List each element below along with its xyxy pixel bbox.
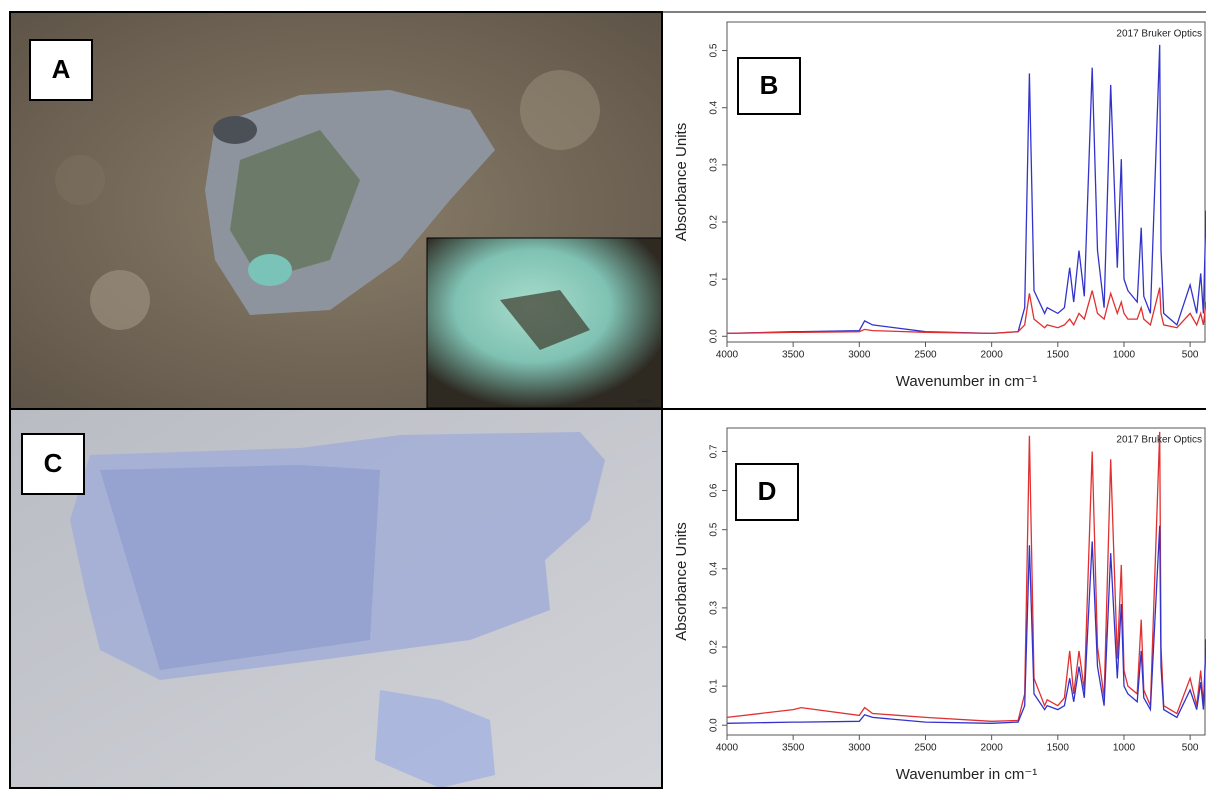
x-tick-label: 1500 [1047,743,1070,754]
y-tick-label: 0.2 [709,215,720,229]
y-axis-label: Absorbance Units [673,123,690,241]
scale-bar-label: 500µm [637,398,652,404]
x-tick-label: 1500 [1047,350,1070,361]
spectrum-line [726,525,1206,724]
x-tick-label: 500 [1182,350,1199,361]
panel-letter: A [52,54,71,84]
label-c: C [21,433,85,495]
y-tick-label: 0.3 [709,157,720,171]
x-tick-label: 3500 [782,350,805,361]
x-tick-label: 500 [1182,743,1199,754]
x-tick-label: 4000 [716,350,739,361]
plot-frame [726,21,1206,343]
y-tick-label: 0.4 [709,561,720,575]
plot-lines [726,44,1206,335]
y-axis-label: Absorbance Units [673,522,690,640]
y-tick-label: 0.0 [709,329,720,343]
x-tick-label: 3000 [848,743,871,754]
y-tick-label: 0.2 [709,640,720,654]
x-tick-label: 2500 [914,350,937,361]
y-tick-label: 0.7 [709,444,720,458]
plot-frame [726,427,1206,736]
photo-a-inset: 500µm [426,237,663,409]
label-d: D [735,463,799,521]
plot-lines [726,431,1206,724]
x-tick-label: 1000 [1113,743,1136,754]
x-tick-label: 2000 [981,743,1004,754]
label-a: A [29,39,93,101]
x-tick-label: 4000 [716,743,739,754]
x-tick-label: 3000 [848,350,871,361]
left-frame [9,11,663,789]
x-tick-label: 3500 [782,743,805,754]
photo-a [10,12,662,408]
y-tick-label: 0.6 [709,483,720,497]
annotation: 2017 Bruker Optics [1116,435,1202,446]
x-tick-label: 1000 [1113,350,1136,361]
photo-c [10,410,662,788]
panel-letter: C [44,448,63,478]
x-tick-label: 2500 [914,743,937,754]
y-tick-label: 0.0 [709,718,720,732]
x-axis-label: Wavenumber in cm⁻¹ [896,766,1038,783]
x-axis-label: Wavenumber in cm⁻¹ [896,373,1038,390]
spectrum-line [726,287,1206,335]
spectrum-line [726,431,1206,722]
y-tick-label: 0.5 [709,43,720,57]
y-tick-label: 0.5 [709,522,720,536]
x-tick-label: 2000 [981,350,1004,361]
panel-letter: B [760,70,779,100]
y-tick-label: 0.1 [709,679,720,693]
panel-letter: D [758,476,777,506]
y-tick-label: 0.1 [709,272,720,286]
label-b: B [737,57,801,115]
y-tick-label: 0.3 [709,601,720,615]
y-tick-label: 0.4 [709,100,720,114]
annotation: 2017 Bruker Optics [1116,29,1202,40]
